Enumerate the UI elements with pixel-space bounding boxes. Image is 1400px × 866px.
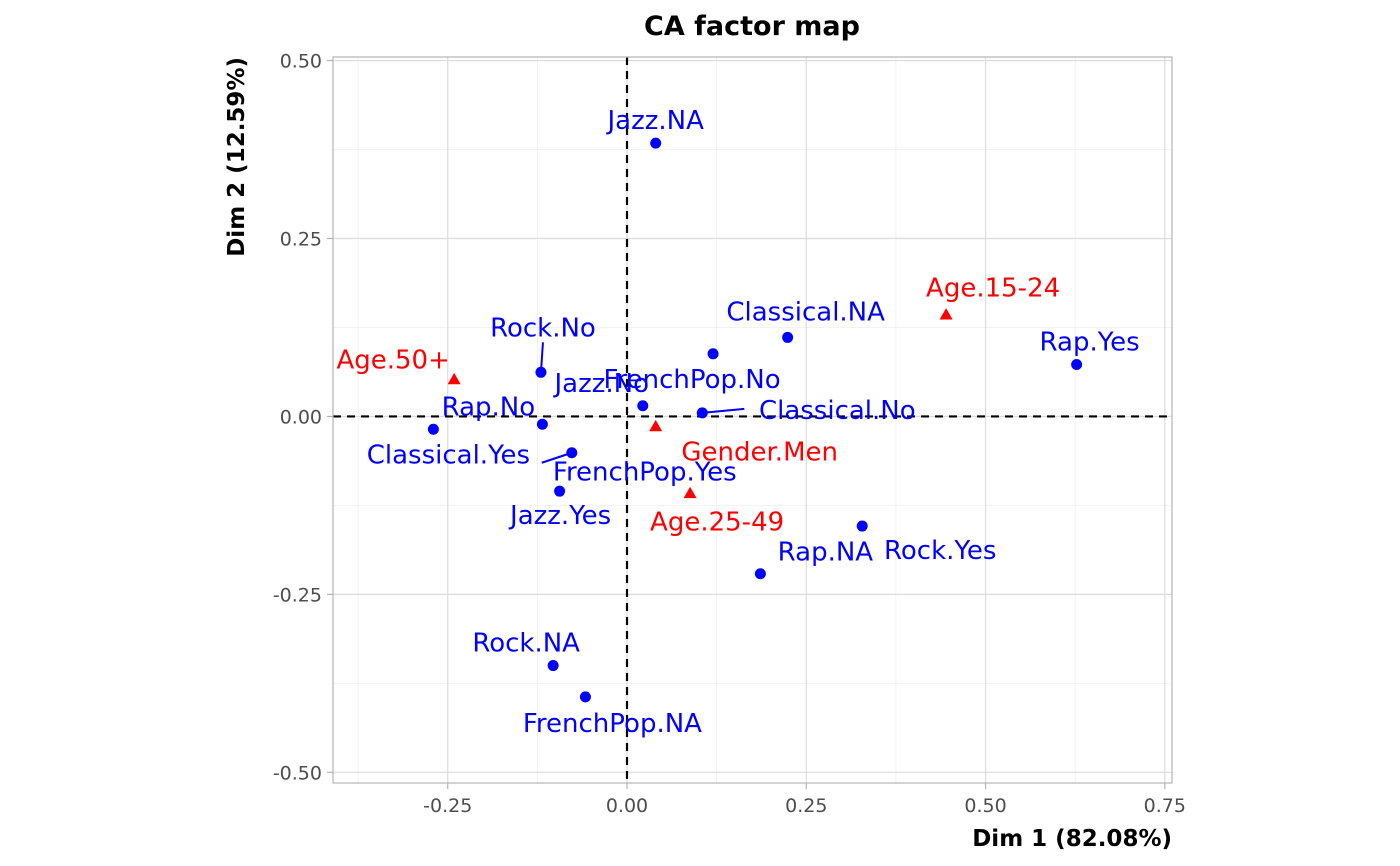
panel-border [332, 56, 1173, 784]
label-jazz-no: Jazz.No [553, 369, 650, 399]
label-rock-na: Rock.NA [472, 629, 580, 659]
y-axis-title: Dim 2 (12.59%) [224, 57, 250, 257]
chart-title: CA factor map [644, 11, 860, 42]
point-rap-yes [1071, 358, 1083, 370]
point-age-25-49 [683, 486, 697, 499]
point-rap-na [754, 568, 766, 580]
x-tick-label: 0.25 [785, 795, 827, 817]
label-age-15-24: Age.15-24 [926, 274, 1060, 304]
label-classical-yes: Classical.Yes [367, 440, 530, 470]
y-tick-label: 0.00 [280, 406, 322, 428]
point-jazz-na [650, 137, 662, 149]
point-rock-yes [856, 520, 868, 532]
point-frenchpop-no [707, 348, 719, 360]
label-frenchpop-na: FrenchPop.NA [523, 709, 702, 739]
leader-classical-no [702, 407, 745, 414]
label-age-25-49: Age.25-49 [650, 507, 784, 537]
point-jazz-yes [554, 485, 566, 497]
point-frenchpop-yes [566, 447, 578, 459]
y-tick-label: 0.25 [280, 229, 322, 251]
label-rock-no: Rock.No [490, 313, 596, 343]
point-rock-na [547, 660, 559, 672]
grid-layer [333, 57, 1172, 783]
x-axis-title: Dim 1 (82.08%) [972, 826, 1172, 852]
label-rap-yes: Rap.Yes [1040, 327, 1140, 357]
y-tick-label: -0.50 [273, 762, 322, 784]
reference-lines [333, 57, 1172, 783]
y-tick-label: 0.50 [280, 51, 322, 73]
point-age-15-24 [939, 308, 953, 320]
label-age-50: Age.50+ [336, 345, 449, 375]
point-jazz-no [637, 400, 649, 412]
x-tick-label: -0.25 [423, 795, 472, 817]
label-frenchpop-yes: FrenchPop.Yes [553, 458, 737, 488]
point-rock-no [535, 366, 547, 378]
axes: -0.25 0.00 0.25 0.50 0.75 -0.50 -0.25 0.00 0.25 0… [273, 51, 1186, 817]
x-tick-label: 0.00 [606, 795, 648, 817]
x-tick-label: 0.50 [964, 795, 1006, 817]
label-frenchpop-no: FrenchPop.No [603, 365, 780, 395]
point-labels: Jazz.NAClassical.NARap.YesRock.NoFrenchP… [336, 106, 1139, 739]
label-classical-na: Classical.NA [726, 297, 885, 327]
point-classical-yes [427, 423, 439, 435]
point-frenchpop-na [579, 691, 591, 703]
label-rap-na: Rap.NA [778, 538, 874, 568]
point-rap-no [536, 418, 548, 430]
label-gender-men: Gender.Men [681, 437, 838, 467]
data-points [427, 137, 1083, 703]
label-jazz-na: Jazz.NA [605, 106, 704, 136]
point-classical-no [696, 407, 708, 419]
x-tick-label: 0.75 [1144, 795, 1186, 817]
point-classical-na [782, 331, 794, 343]
label-rap-no: Rap.No [442, 392, 536, 422]
point-age-50 [447, 372, 461, 385]
point-gender-men [649, 419, 663, 432]
label-classical-no: Classical.No [759, 396, 916, 426]
label-rock-yes: Rock.Yes [884, 536, 996, 566]
label-jazz-yes: Jazz.Yes [508, 501, 611, 531]
y-tick-label: -0.25 [273, 584, 322, 606]
